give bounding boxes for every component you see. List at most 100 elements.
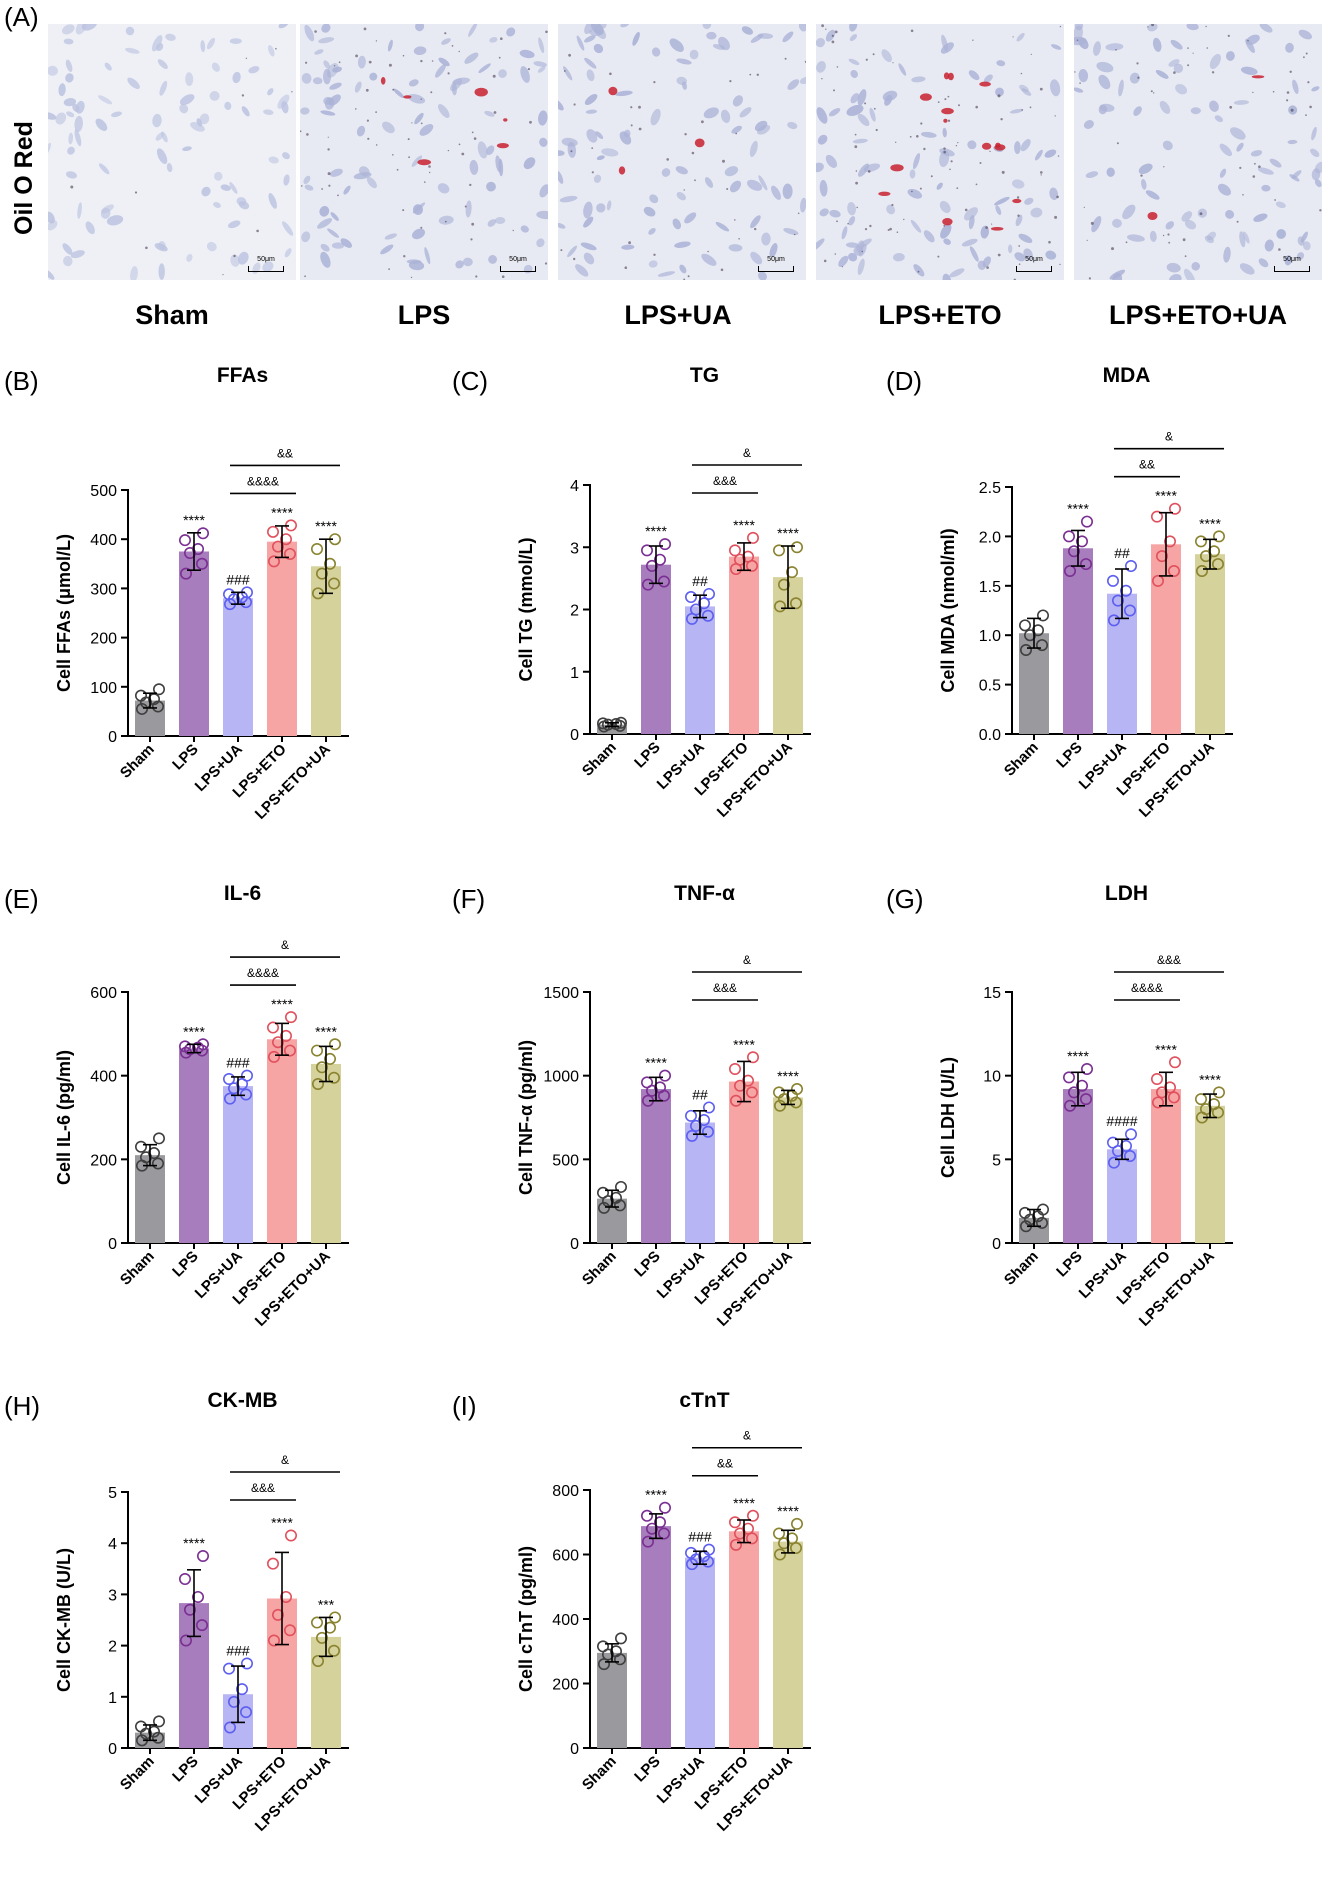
bar [729, 556, 759, 734]
data-point [641, 1509, 654, 1522]
data-point [241, 1069, 254, 1082]
data-point [196, 1619, 209, 1632]
chart-panel-mda: (D) MDA 0.0 0.5 1.0 1.5 2.0 2.5 Cell MDA (nmol/m… [882, 360, 1328, 865]
y-tick-label: 1.0 [979, 628, 1001, 645]
chart-title: cTnT [679, 1389, 729, 1412]
bar [1107, 1149, 1137, 1243]
y-tick-label: 4 [108, 1536, 117, 1553]
bar [729, 1531, 759, 1748]
data-point [733, 553, 746, 566]
data-point [315, 1061, 328, 1074]
data-point [148, 1725, 161, 1738]
data-point [284, 1011, 297, 1024]
data-point [746, 1051, 759, 1064]
significance-label: ## [692, 573, 708, 589]
chart-title: LDH [1105, 882, 1148, 905]
x-tick-label: Sham [117, 741, 158, 782]
chart-panel-il6: (E) IL-6 0 200 400 600 Cell IL-6 (pg/ml) Sham **… [0, 878, 446, 1383]
y-axis-label: Cell MDA (nmol/ml) [938, 528, 958, 692]
significance-label: **** [271, 996, 293, 1012]
bar [641, 1526, 671, 1748]
data-point [1107, 574, 1120, 587]
y-tick-label: 200 [552, 1677, 579, 1694]
y-tick-label: 500 [552, 1152, 579, 1169]
chart-panel-tnf: (F) TNF-α 0 500 1000 1500 Cell TNF-α (pg/ml) Sh… [448, 878, 894, 1383]
panel-letter: (F) [452, 884, 485, 914]
significance-label: **** [733, 1036, 755, 1052]
data-point [659, 1501, 672, 1514]
significance-label: ### [688, 1529, 712, 1545]
data-point [1036, 1216, 1049, 1229]
data-point [135, 689, 148, 702]
x-tick-label: Sham [579, 739, 620, 780]
scale-bar-label: 50μm [1283, 256, 1301, 263]
y-tick-label: 3 [108, 1587, 117, 1604]
scale-bar-label: 50μm [1025, 256, 1043, 263]
y-tick-label: 400 [90, 1069, 117, 1086]
data-point [789, 1096, 802, 1109]
y-tick-label: 3 [570, 540, 579, 557]
data-point [610, 1645, 623, 1658]
data-point [148, 1147, 161, 1160]
data-point [1211, 558, 1224, 571]
x-tick-label: LPS+ETO+UA [714, 1753, 796, 1835]
y-tick-label: 0 [108, 1741, 117, 1758]
data-point [1195, 564, 1208, 577]
significance-label: ### [226, 571, 250, 587]
x-tick-label: Sham [1001, 739, 1042, 780]
group-label: LPS+ETO+UA [1108, 300, 1288, 330]
significance-label: **** [733, 517, 755, 533]
y-axis-label: Cell cTnT (pg/ml) [516, 1546, 536, 1692]
significance-label: **** [271, 504, 293, 520]
comparison-label: && [1139, 458, 1155, 472]
data-point [279, 1029, 292, 1042]
data-point [224, 1092, 237, 1105]
comparison-label: &&&& [1131, 981, 1163, 995]
data-point [690, 1119, 703, 1132]
significance-label: **** [1067, 501, 1089, 517]
data-point [1063, 1071, 1076, 1084]
data-point [1168, 1056, 1181, 1069]
data-point [642, 1535, 655, 1548]
x-tick-label: LPS+ETO+UA [1136, 1248, 1218, 1330]
data-point [1107, 1136, 1120, 1149]
significance-label: #### [1106, 1113, 1137, 1129]
panel-letter: (D) [886, 366, 922, 396]
bar [1063, 1089, 1093, 1243]
chart-title: MDA [1103, 364, 1151, 387]
row-label: Oil O Red [10, 121, 38, 235]
data-point [790, 541, 803, 554]
data-point [1125, 560, 1138, 573]
data-point [597, 1640, 610, 1653]
y-tick-label: 500 [90, 483, 117, 500]
data-point [1124, 1149, 1137, 1162]
y-tick-label: 1.5 [979, 579, 1001, 596]
comparison-label: & [743, 953, 751, 967]
y-tick-label: 0.0 [979, 727, 1001, 744]
significance-label: *** [318, 1596, 335, 1612]
chart-title: IL-6 [224, 882, 261, 905]
significance-label: **** [777, 1068, 799, 1084]
bar [685, 1557, 715, 1748]
data-point [698, 1114, 711, 1127]
data-point [1151, 574, 1164, 587]
data-point [1167, 564, 1180, 577]
chart-title: CK-MB [208, 1389, 278, 1412]
data-point [773, 600, 786, 613]
bar [311, 566, 341, 736]
y-tick-label: 0 [108, 1236, 117, 1253]
data-point [179, 1573, 192, 1586]
data-point [702, 1125, 715, 1138]
data-point [152, 1157, 165, 1170]
data-point [1112, 594, 1125, 607]
data-point [310, 1616, 323, 1629]
comparison-label: && [277, 446, 293, 460]
data-point [728, 1516, 741, 1529]
data-point [686, 1129, 699, 1142]
data-point [1108, 614, 1121, 627]
data-point [1163, 1081, 1176, 1094]
data-point [1080, 558, 1093, 571]
data-point [271, 540, 284, 553]
data-point [685, 591, 698, 604]
data-point [703, 587, 716, 600]
